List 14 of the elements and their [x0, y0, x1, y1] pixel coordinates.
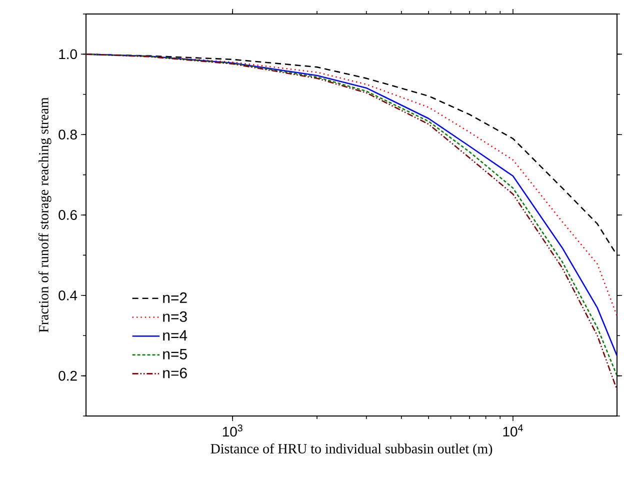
x-tick-label: 10$^{4}$ [503, 424, 523, 437]
x-tick-label: 10$^{3}$ [222, 424, 242, 437]
y-tick-label: 1.0 [59, 49, 77, 60]
y-tick-label: 0.2 [58, 370, 77, 381]
legend-label: n=2 [163, 292, 187, 303]
y-tick-label: 0.6 [58, 210, 77, 220]
legend-label: n=5 [163, 348, 187, 360]
x-axis-title: Distance of HRU to individual subbasin outlet (m) [210, 443, 492, 456]
y-axis-title: Fraction of runoff storage reaching stream [38, 97, 52, 332]
legend-label: n=4 [163, 330, 188, 341]
legend-label: n=6 [163, 368, 187, 378]
y-tick-label: 0.4 [58, 290, 78, 300]
legend-label: n=3 [163, 311, 187, 322]
y-tick-label: 0.8 [58, 130, 77, 140]
